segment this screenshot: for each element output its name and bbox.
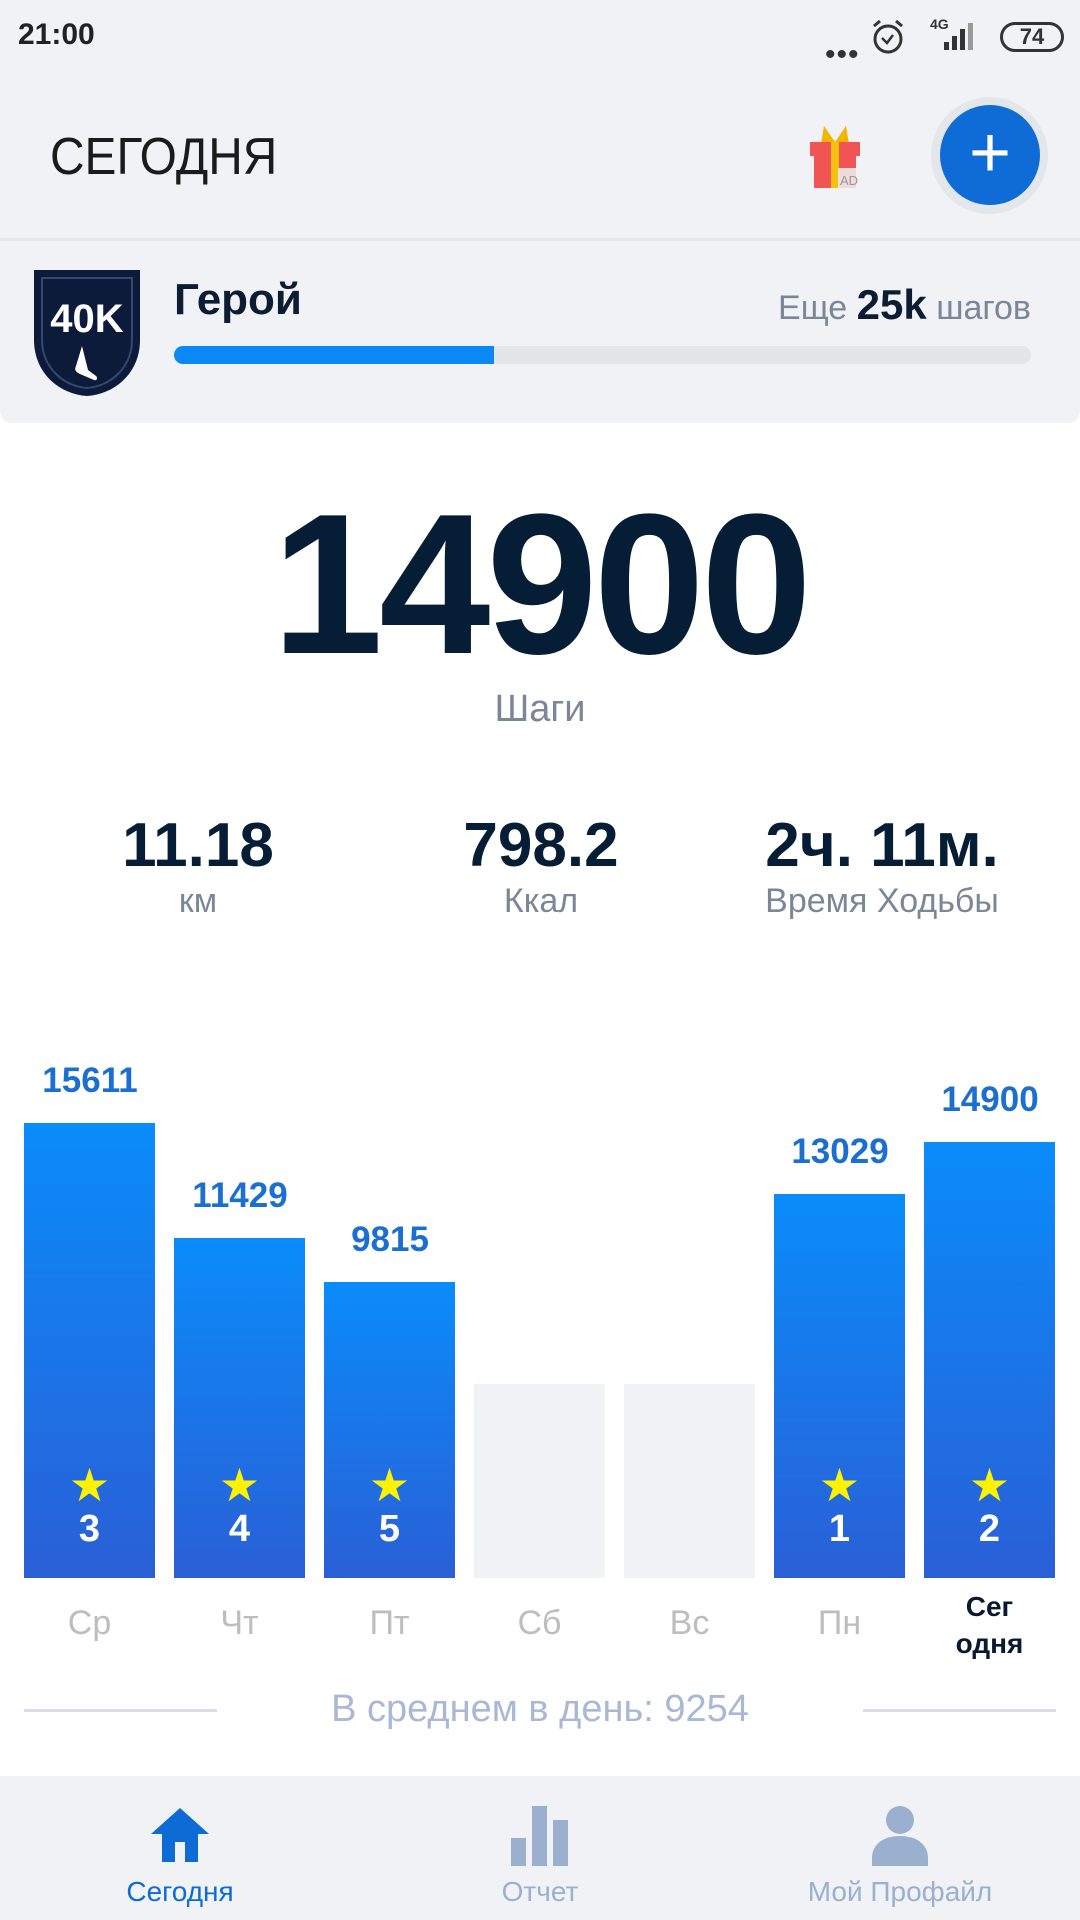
user-icon xyxy=(872,1806,928,1866)
level-name: Герой xyxy=(174,275,302,324)
nav-today[interactable]: Сегодня xyxy=(0,1776,360,1920)
daily-average: В среднем в день: 9254 xyxy=(331,1688,749,1730)
nav-label: Отчет xyxy=(501,1876,579,1907)
bar-chart-icon xyxy=(511,1806,568,1866)
level-progress-fill xyxy=(174,346,494,364)
star-icon: ★ xyxy=(218,1459,261,1511)
steps-count: 14900 xyxy=(271,473,812,696)
star-count: 3 xyxy=(78,1508,101,1550)
bar-value-label: 11429 xyxy=(192,1175,288,1215)
bar xyxy=(324,1281,455,1578)
star-count: 1 xyxy=(828,1508,851,1550)
app-header: СЕГОДНЯ AD + xyxy=(0,75,1080,241)
bar-value-label: 15611 xyxy=(42,1060,138,1100)
home-icon xyxy=(151,1808,209,1862)
level-progress-bar xyxy=(174,346,1031,364)
network-type: 4G xyxy=(930,16,949,32)
stat-calories: 798.2 Ккал xyxy=(361,811,721,921)
status-bar: 21:00 ••• 4G 74 xyxy=(0,0,1080,75)
bar-value-label: 9815 xyxy=(351,1219,429,1259)
stat-label: Ккал xyxy=(503,882,579,920)
page-title: СЕГОДНЯ xyxy=(50,128,278,186)
status-time: 21:00 xyxy=(18,18,95,51)
bar xyxy=(774,1193,905,1578)
stat-walk-time: 2ч. 11м. Время Ходьбы xyxy=(702,811,1062,921)
bar xyxy=(924,1142,1055,1578)
day-label-weekday: Сб xyxy=(517,1604,562,1642)
star-icon: ★ xyxy=(68,1459,111,1511)
bar xyxy=(174,1237,305,1578)
bar-empty xyxy=(624,1384,755,1578)
add-button[interactable]: + xyxy=(940,105,1040,205)
stat-value: 11.18 xyxy=(122,811,274,880)
remaining-value: 25k xyxy=(856,281,927,328)
stat-distance: 11.18 км xyxy=(18,811,378,921)
stat-label: км xyxy=(178,882,218,920)
level-badge-icon: 40K xyxy=(34,270,140,396)
signal-icon xyxy=(944,23,973,50)
gift-icon[interactable]: AD xyxy=(806,122,864,190)
nav-profile[interactable]: Мой Профайл xyxy=(720,1776,1080,1920)
day-label-today: Сег одня xyxy=(955,1591,1024,1659)
stat-label: Время Ходьбы xyxy=(765,882,999,920)
remaining-steps: Еще 25k шагов xyxy=(778,281,1031,329)
nav-label: Сегодня xyxy=(126,1876,234,1907)
bar-value-label: 14900 xyxy=(941,1080,1039,1120)
nav-label: Мой Профайл xyxy=(807,1876,993,1907)
stat-value: 2ч. 11м. xyxy=(765,811,999,880)
day-label-weekday: Вс xyxy=(669,1604,710,1642)
remaining-suffix: шагов xyxy=(936,289,1031,327)
more-notifications-icon: ••• xyxy=(825,38,860,71)
battery-indicator: 74 xyxy=(1000,22,1064,52)
stat-value: 798.2 xyxy=(463,811,619,880)
day-label-weekday: Пн xyxy=(817,1604,862,1642)
bar xyxy=(24,1122,155,1578)
divider-left xyxy=(24,1709,217,1712)
day-label-weekday: Пт xyxy=(369,1604,410,1642)
star-icon: ★ xyxy=(968,1459,1011,1511)
remaining-prefix: Еще xyxy=(778,289,848,327)
bar-value-label: 13029 xyxy=(791,1131,889,1171)
nav-report[interactable]: Отчет xyxy=(360,1776,720,1920)
level-card[interactable]: 40K Герой Еще 25k шагов xyxy=(0,241,1080,423)
day-label-weekday: Чт xyxy=(220,1604,259,1642)
alarm-icon xyxy=(873,19,903,54)
star-count: 4 xyxy=(228,1508,251,1550)
star-count: 2 xyxy=(978,1508,1001,1550)
steps-label: Шаги xyxy=(494,688,586,730)
star-count: 5 xyxy=(378,1508,401,1550)
star-icon: ★ xyxy=(818,1459,861,1511)
day-label-weekday: Ср xyxy=(67,1604,112,1642)
bar-empty xyxy=(474,1384,605,1578)
badge-text: 40K xyxy=(50,297,123,341)
ad-label: AD xyxy=(840,173,858,188)
divider-right xyxy=(863,1709,1056,1712)
bottom-navigation: Сегодня Отчет Мой Профайл xyxy=(0,1776,1080,1920)
star-icon: ★ xyxy=(368,1459,411,1511)
